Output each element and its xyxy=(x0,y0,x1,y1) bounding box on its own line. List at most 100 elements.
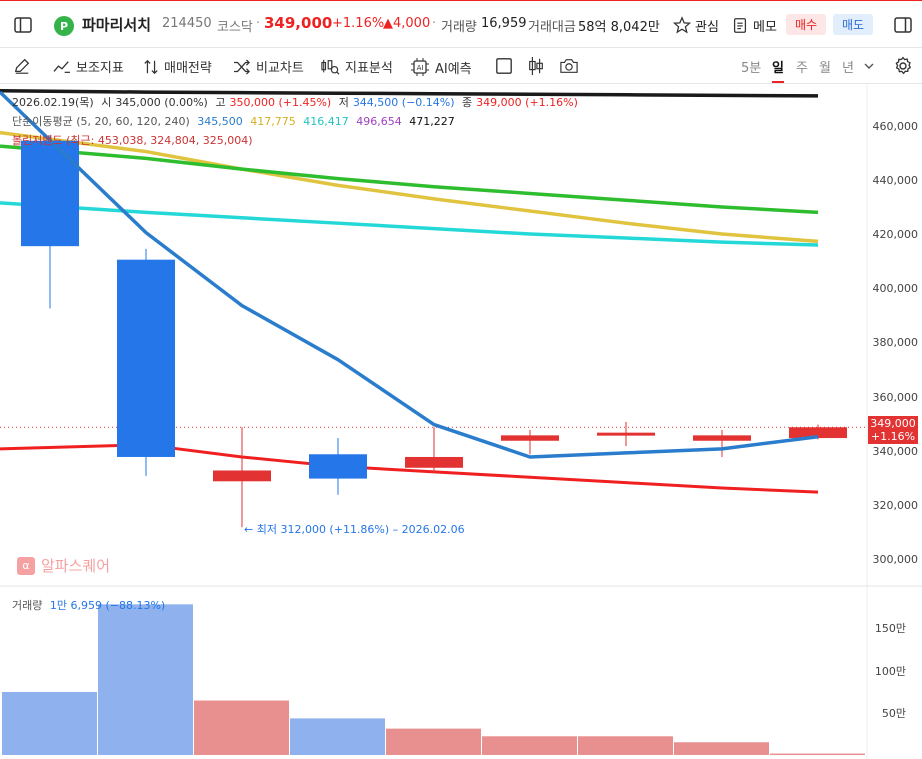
chart-toolbar: 보조지표 매매전략 비교차트 지표분석 AI AI예측 5분 일 주 월 년 xyxy=(0,48,922,84)
price-tick-label: 400,000 xyxy=(872,282,919,296)
legend-low: 344,500 (−0.14%) xyxy=(352,96,455,109)
candle-body xyxy=(21,140,79,247)
change-abs: ▲4,000 xyxy=(383,16,431,31)
volume-bar xyxy=(290,718,385,755)
compare-label: 비교차트 xyxy=(256,61,304,76)
sidebar-toggle-icon[interactable] xyxy=(13,15,33,35)
alphasquare-logo-icon: α xyxy=(17,556,35,575)
candle-body xyxy=(693,435,751,441)
volume-tick-label: 50만 xyxy=(881,707,906,721)
period-day[interactable]: 일 xyxy=(772,57,784,83)
ohlc-legend: 2026.02.19(목) 시 345,000 (0.00%) 고 350,000 … xyxy=(12,94,582,110)
ma60-line xyxy=(0,201,819,247)
shuffle-icon xyxy=(234,58,250,75)
volume-bar xyxy=(194,700,289,755)
updown-arrows-icon xyxy=(144,59,158,74)
compare-button[interactable]: 비교차트 xyxy=(233,57,304,76)
ma240-line xyxy=(0,89,819,98)
watermark: α 알파스퀘어 xyxy=(17,555,110,576)
period-month[interactable]: 월 xyxy=(819,61,831,76)
volume-tick-label: 100만 xyxy=(874,664,906,678)
stock-name: 파마리서치 xyxy=(82,16,152,34)
volume-bar xyxy=(770,753,865,755)
ma-legend[interactable]: 단순이동평균 (5, 20, 60, 120, 240) 345,500 417… xyxy=(12,113,459,129)
stock-code: 214450 xyxy=(162,16,212,31)
legend-high: 350,000 (+1.45%) xyxy=(229,96,332,109)
price-tag-pct: +1.16% xyxy=(870,430,916,443)
market-label: 코스닥 xyxy=(217,20,253,35)
amount-value: 58억 8,042만 xyxy=(578,20,660,35)
ai-chip-icon: AI xyxy=(411,58,429,76)
buy-button[interactable]: 매수 xyxy=(786,14,827,35)
strategy-button[interactable]: 매매전략 xyxy=(143,57,212,76)
star-icon[interactable] xyxy=(673,16,691,34)
low-annotation: ← 최저 312,000 (+11.86%) – 2026.02.06 xyxy=(244,523,465,536)
indicator-icon xyxy=(53,60,70,73)
memo-icon[interactable] xyxy=(731,16,749,34)
candle-body xyxy=(213,470,271,482)
chevron-down-icon[interactable] xyxy=(864,62,874,70)
price-tick-label: 460,000 xyxy=(872,120,919,134)
current-price: 349,000 xyxy=(264,14,333,32)
legend-close: 349,000 (+1.16%) xyxy=(476,96,578,109)
ma20-value: 417,775 xyxy=(250,115,296,128)
ai-predict-label: AI예측 xyxy=(435,61,472,77)
ma-legend-label: 단순이동평균 (5, 20, 60, 120, 240) xyxy=(12,115,190,128)
volume-bar xyxy=(674,742,769,755)
change-pct: +1.16% xyxy=(332,16,385,31)
current-price-tag: 349,000 +1.16% xyxy=(868,416,918,444)
ma120-line xyxy=(0,144,819,215)
candle-body xyxy=(789,427,847,439)
panel-toggle-icon[interactable] xyxy=(893,15,913,35)
analysis-label: 지표분석 xyxy=(345,61,393,76)
volume-bar xyxy=(482,736,577,755)
company-logo: P xyxy=(54,16,74,36)
square-checkbox-icon[interactable] xyxy=(495,57,513,75)
candlestick-type-icon[interactable] xyxy=(527,56,545,76)
svg-text:AI: AI xyxy=(417,64,424,72)
volume-value: 16,959 xyxy=(481,16,527,31)
bollinger-legend[interactable]: 볼린저밴드 (최근: 453,038, 324,804, 325,004) xyxy=(12,132,257,148)
memo-button[interactable]: 메모 xyxy=(753,20,777,35)
amount-label: 거래대금 xyxy=(528,20,576,35)
price-layer xyxy=(0,89,867,528)
legend-date: 2026.02.19(목) xyxy=(12,96,94,109)
pencil-icon[interactable] xyxy=(13,57,31,75)
price-tick-label: 320,000 xyxy=(872,498,919,512)
candle-body xyxy=(501,435,559,441)
volume-legend-value: 1만 6,959 (−88.13%) xyxy=(49,599,166,612)
separator-dot: · xyxy=(256,16,261,31)
volume-label: 거래량 xyxy=(441,20,477,35)
price-tag-value: 349,000 xyxy=(870,417,916,430)
ma60-value: 416,417 xyxy=(303,115,349,128)
settings-gear-icon[interactable] xyxy=(893,56,913,76)
period-5min[interactable]: 5분 xyxy=(741,61,762,76)
candle-body xyxy=(309,454,367,479)
price-tick-label: 340,000 xyxy=(872,444,919,458)
watch-button[interactable]: 관심 xyxy=(695,20,719,35)
analysis-button[interactable]: 지표분석 xyxy=(320,57,393,76)
bollinger-label: 볼린저밴드 (최근: 453,038, 324,804, 325,004) xyxy=(12,134,253,147)
watermark-text: 알파스퀘어 xyxy=(41,557,111,575)
stock-header: P 파마리서치 214450 코스닥 · 349,000 +1.16% ▲4,0… xyxy=(0,0,922,48)
price-tick-label: 300,000 xyxy=(872,552,919,566)
period-week[interactable]: 주 xyxy=(796,61,808,76)
period-year[interactable]: 년 xyxy=(842,61,854,76)
price-tick-label: 420,000 xyxy=(872,228,919,242)
ma5-value: 345,500 xyxy=(197,115,243,128)
candle-body xyxy=(117,259,175,457)
legend-open-label: 시 xyxy=(101,96,112,109)
legend-high-label: 고 xyxy=(215,96,226,109)
separator-dot: · xyxy=(432,16,437,31)
camera-icon[interactable] xyxy=(559,57,579,75)
ma120-value: 496,654 xyxy=(356,115,402,128)
ma20-line xyxy=(0,130,819,244)
indicator-button[interactable]: 보조지표 xyxy=(53,57,124,76)
price-chart[interactable] xyxy=(0,84,922,759)
price-tick-label: 380,000 xyxy=(872,336,919,350)
ai-predict-button[interactable]: AI AI예측 xyxy=(410,57,472,77)
volume-bar xyxy=(578,736,673,755)
legend-open: 345,000 (0.00%) xyxy=(115,96,208,109)
legend-close-label: 종 xyxy=(462,96,473,109)
sell-button[interactable]: 매도 xyxy=(833,14,874,35)
